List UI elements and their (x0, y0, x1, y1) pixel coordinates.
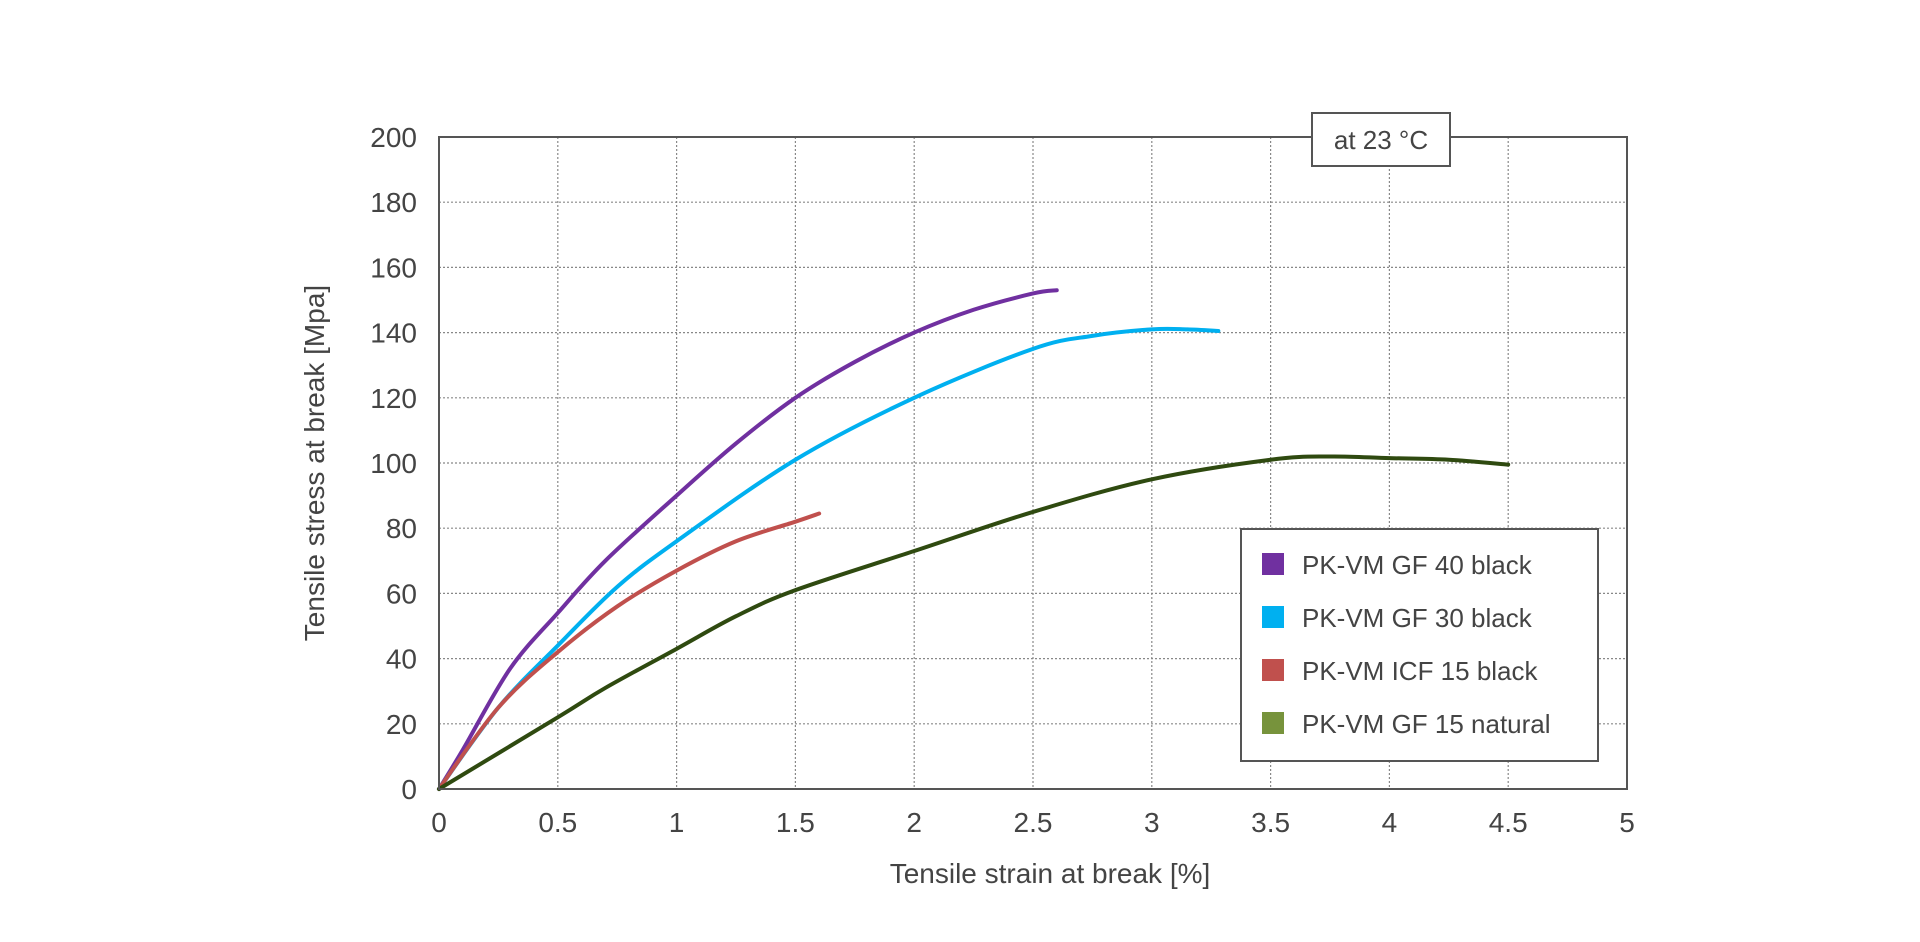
x-axis-label: Tensile strain at break [%] (890, 858, 1211, 889)
y-tick-label: 180 (370, 187, 417, 218)
legend-swatch (1262, 659, 1284, 681)
x-tick-label: 2.5 (1014, 807, 1053, 838)
plot-frame (438, 136, 1628, 790)
grid (439, 137, 1627, 789)
y-tick-label: 120 (370, 383, 417, 414)
x-tick-label: 5 (1619, 807, 1635, 838)
legend-label: PK-VM GF 40 black (1302, 550, 1533, 580)
legend-swatch (1262, 606, 1284, 628)
legend-swatch (1262, 712, 1284, 734)
x-tick-label: 2 (906, 807, 922, 838)
x-tick-label: 0.5 (538, 807, 577, 838)
legend-label: PK-VM ICF 15 black (1302, 656, 1539, 686)
x-tick-label: 3 (1144, 807, 1160, 838)
y-tick-label: 160 (370, 252, 417, 283)
x-tick-label: 1.5 (776, 807, 815, 838)
y-tick-label: 40 (386, 644, 417, 675)
y-tick-labels: 0 20 40 60 80 100 120 140 160 180 200 (370, 122, 417, 805)
x-tick-labels: 0 0.5 1 1.5 2 2.5 3 3.5 4 4.5 5 (431, 807, 1635, 838)
x-tick-label: 1 (669, 807, 685, 838)
series-line-1 (437, 288, 1059, 791)
y-tick-label: 100 (370, 448, 417, 479)
x-tick-label: 0 (431, 807, 447, 838)
y-tick-label: 60 (386, 578, 417, 609)
y-tick-label: 200 (370, 122, 417, 153)
series-line-2 (437, 326, 1221, 791)
legend-label: PK-VM GF 15 natural (1302, 709, 1551, 739)
x-tick-label: 4.5 (1489, 807, 1528, 838)
series-line-3 (437, 511, 822, 791)
y-tick-label: 20 (386, 709, 417, 740)
series-line-4 (437, 454, 1511, 791)
legend-swatch (1262, 553, 1284, 575)
y-tick-label: 80 (386, 513, 417, 544)
y-axis-label: Tensile stress at break [Mpa] (299, 285, 330, 641)
x-tick-label: 3.5 (1251, 807, 1290, 838)
legend: PK-VM GF 40 black PK-VM GF 30 black PK-VM … (1240, 528, 1599, 762)
temperature-annotation: at 23 °C (1311, 112, 1451, 167)
x-tick-label: 4 (1382, 807, 1398, 838)
y-tick-label: 0 (401, 774, 417, 805)
annotation-text: at 23 °C (1334, 125, 1428, 155)
y-tick-label: 140 (370, 318, 417, 349)
legend-label: PK-VM GF 30 black (1302, 603, 1533, 633)
series-lines (437, 288, 1511, 791)
